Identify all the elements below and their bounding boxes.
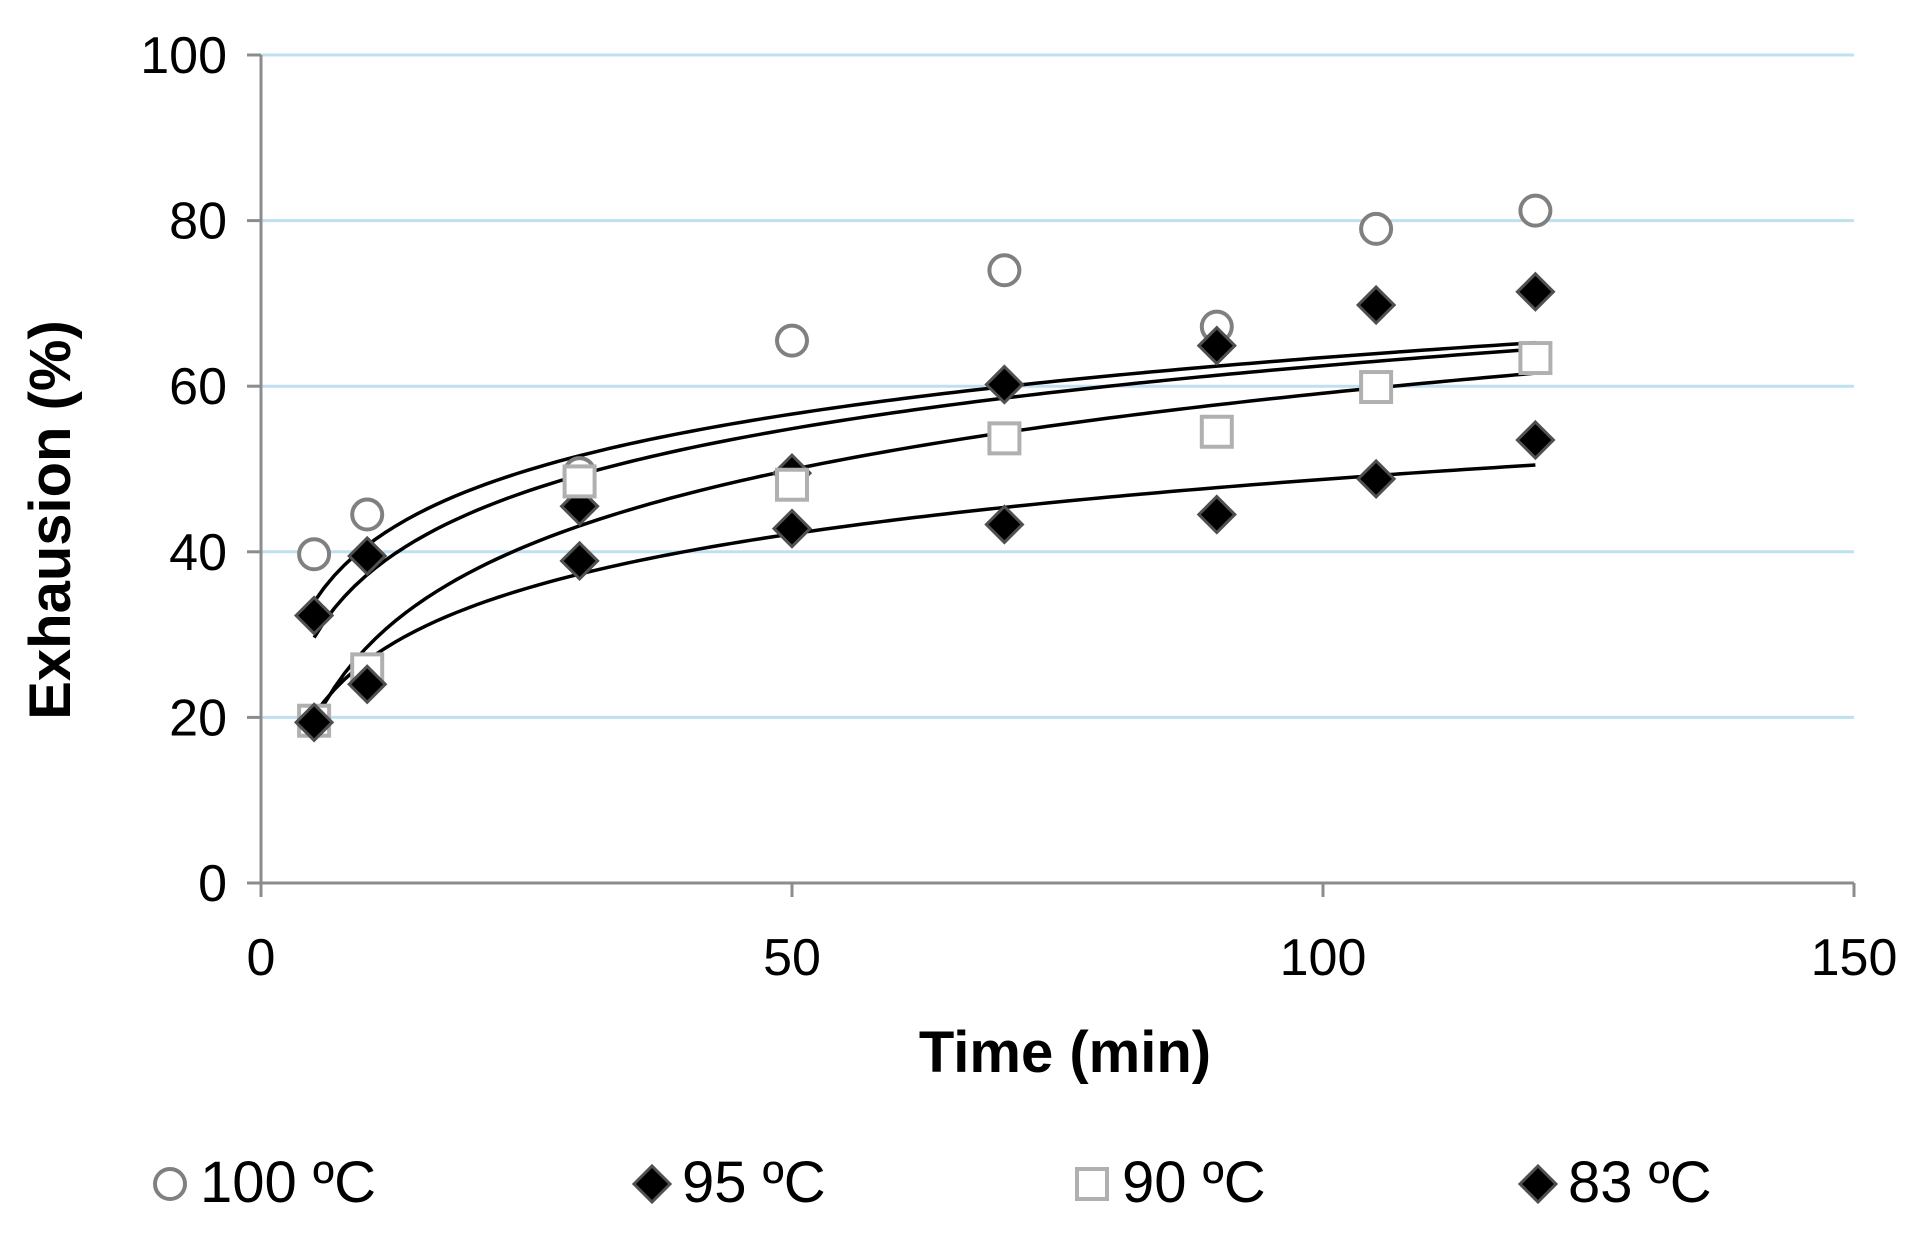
point-90-c-2: [562, 464, 597, 499]
legend-item-95-c: 95 ºC: [631, 1150, 826, 1215]
x-axis-title: Time (min): [919, 1020, 1211, 1085]
point-90-c-6: [1359, 370, 1394, 405]
point-100-c-4: [987, 253, 1022, 288]
legend-label-100-c: 100 ºC: [200, 1150, 376, 1215]
y-tick-label-40: 40: [169, 524, 227, 582]
point-83-c-0: [293, 702, 335, 743]
axes: [247, 53, 1856, 897]
y-tick-label-80: 80: [169, 193, 227, 251]
point-100-c-3: [775, 323, 809, 358]
trendline-83-c: [312, 463, 1536, 717]
point-95-c-5: [1196, 325, 1237, 366]
x-tick-label-150: 150: [1811, 929, 1898, 987]
y-tick-label-0: 0: [198, 855, 227, 913]
x-tick-label-0: 0: [247, 929, 276, 987]
legend: 100 ºC 95 ºC 90 ºC 83 ºC: [153, 1150, 1712, 1215]
legend-label-90-c: 90 ºC: [1122, 1150, 1266, 1215]
legend-label-95-c: 95 ºC: [682, 1150, 826, 1215]
legend-marker-95-c: [631, 1163, 673, 1205]
y-tick-label-100: 100: [140, 27, 227, 85]
point-90-c-5: [1199, 414, 1234, 449]
data-points: [293, 193, 1556, 743]
trendline-95-c: [312, 347, 1536, 639]
legend-item-83-c: 83 ºC: [1517, 1150, 1712, 1215]
point-83-c-2: [559, 540, 600, 582]
legend-marker-100-c: [153, 1167, 187, 1201]
series-95-c: [293, 271, 1556, 636]
y-axis-title: Exhausion (%): [18, 320, 83, 720]
point-100-c-6: [1359, 211, 1394, 246]
y-tick-label-20: 20: [169, 689, 227, 747]
trendlines: [312, 340, 1536, 724]
point-95-c-1: [347, 535, 388, 577]
legend-marker-83-c: [1517, 1163, 1559, 1205]
point-100-c-1: [350, 497, 385, 532]
gridlines: [261, 53, 1854, 719]
legend-label-83-c: 83 ºC: [1568, 1150, 1712, 1215]
point-100-c-7: [1518, 193, 1553, 228]
x-tick-label-100: 100: [1280, 929, 1367, 987]
series-90-c: [297, 341, 1553, 738]
point-95-c-0: [293, 595, 335, 636]
point-83-c-6: [1355, 458, 1397, 500]
y-tick-label-60: 60: [169, 358, 227, 416]
point-83-c-5: [1196, 494, 1237, 535]
point-95-c-7: [1515, 271, 1556, 312]
trendline-100-c: [312, 340, 1536, 603]
point-83-c-7: [1515, 419, 1556, 461]
tick-labels: 0 20 40 60 80 100 0 50 100 150: [140, 27, 1897, 987]
point-90-c-3: [775, 467, 809, 502]
point-83-c-1: [347, 664, 388, 705]
legend-item-100-c: 100 ºC: [153, 1150, 376, 1215]
point-100-c-0: [297, 537, 332, 572]
point-90-c-4: [987, 421, 1022, 456]
series-83-c: [293, 419, 1556, 743]
point-95-c-6: [1355, 284, 1397, 326]
x-tick-label-50: 50: [763, 929, 821, 987]
legend-item-90-c: 90 ºC: [1075, 1150, 1266, 1215]
legend-marker-90-c: [1075, 1167, 1109, 1201]
trendline-90-c: [312, 371, 1536, 724]
point-90-c-7: [1518, 341, 1553, 376]
point-95-c-4: [984, 364, 1025, 405]
point-83-c-4: [984, 504, 1025, 545]
point-83-c-3: [771, 508, 813, 549]
